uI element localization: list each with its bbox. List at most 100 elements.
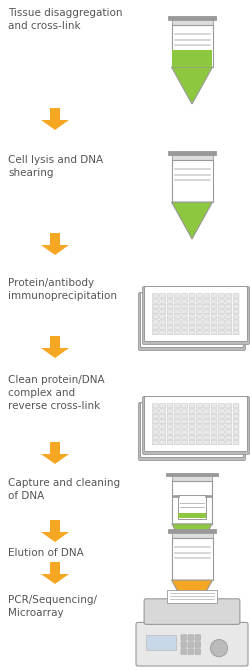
FancyBboxPatch shape bbox=[167, 330, 173, 335]
FancyBboxPatch shape bbox=[233, 419, 239, 424]
FancyBboxPatch shape bbox=[214, 305, 220, 310]
FancyBboxPatch shape bbox=[222, 310, 228, 314]
FancyBboxPatch shape bbox=[172, 20, 212, 25]
FancyBboxPatch shape bbox=[189, 293, 195, 298]
FancyBboxPatch shape bbox=[211, 315, 217, 319]
FancyBboxPatch shape bbox=[211, 304, 217, 308]
FancyBboxPatch shape bbox=[160, 425, 166, 429]
FancyBboxPatch shape bbox=[172, 25, 212, 67]
FancyBboxPatch shape bbox=[163, 331, 169, 336]
FancyBboxPatch shape bbox=[152, 440, 158, 445]
FancyBboxPatch shape bbox=[152, 304, 158, 308]
FancyBboxPatch shape bbox=[163, 305, 169, 310]
FancyBboxPatch shape bbox=[160, 409, 166, 413]
FancyBboxPatch shape bbox=[178, 513, 206, 518]
FancyBboxPatch shape bbox=[160, 414, 166, 419]
FancyBboxPatch shape bbox=[156, 441, 162, 446]
FancyBboxPatch shape bbox=[200, 431, 206, 435]
FancyBboxPatch shape bbox=[229, 321, 235, 325]
FancyBboxPatch shape bbox=[144, 397, 248, 452]
FancyBboxPatch shape bbox=[50, 336, 60, 348]
FancyBboxPatch shape bbox=[229, 336, 235, 341]
FancyBboxPatch shape bbox=[211, 325, 217, 330]
Polygon shape bbox=[41, 120, 69, 130]
FancyBboxPatch shape bbox=[196, 325, 202, 330]
FancyBboxPatch shape bbox=[200, 326, 206, 330]
FancyBboxPatch shape bbox=[181, 642, 186, 647]
FancyBboxPatch shape bbox=[167, 320, 173, 324]
FancyBboxPatch shape bbox=[196, 425, 202, 429]
FancyBboxPatch shape bbox=[148, 446, 154, 451]
FancyBboxPatch shape bbox=[192, 321, 198, 325]
Polygon shape bbox=[41, 454, 69, 464]
FancyBboxPatch shape bbox=[148, 420, 154, 425]
FancyBboxPatch shape bbox=[163, 316, 169, 320]
FancyBboxPatch shape bbox=[189, 414, 195, 419]
FancyBboxPatch shape bbox=[50, 442, 60, 454]
FancyBboxPatch shape bbox=[170, 436, 176, 440]
FancyBboxPatch shape bbox=[226, 425, 232, 429]
Text: Protein/antibody
immunoprecipitation: Protein/antibody immunoprecipitation bbox=[8, 278, 117, 301]
FancyBboxPatch shape bbox=[160, 310, 166, 314]
FancyBboxPatch shape bbox=[182, 419, 188, 424]
FancyBboxPatch shape bbox=[211, 414, 217, 419]
FancyBboxPatch shape bbox=[207, 415, 213, 419]
FancyBboxPatch shape bbox=[50, 233, 60, 245]
FancyBboxPatch shape bbox=[160, 325, 166, 330]
FancyBboxPatch shape bbox=[233, 430, 239, 434]
FancyBboxPatch shape bbox=[189, 440, 195, 445]
FancyBboxPatch shape bbox=[174, 419, 180, 424]
FancyBboxPatch shape bbox=[170, 415, 176, 419]
FancyBboxPatch shape bbox=[148, 336, 154, 341]
FancyBboxPatch shape bbox=[222, 441, 228, 446]
FancyBboxPatch shape bbox=[200, 310, 206, 314]
FancyBboxPatch shape bbox=[189, 330, 195, 335]
FancyBboxPatch shape bbox=[233, 304, 239, 308]
FancyBboxPatch shape bbox=[152, 293, 158, 298]
FancyBboxPatch shape bbox=[192, 425, 198, 429]
FancyBboxPatch shape bbox=[156, 321, 162, 325]
FancyBboxPatch shape bbox=[192, 415, 198, 419]
FancyBboxPatch shape bbox=[156, 415, 162, 419]
FancyBboxPatch shape bbox=[233, 325, 239, 330]
FancyBboxPatch shape bbox=[200, 316, 206, 320]
FancyBboxPatch shape bbox=[185, 441, 191, 446]
FancyBboxPatch shape bbox=[163, 415, 169, 419]
FancyBboxPatch shape bbox=[152, 320, 158, 324]
FancyBboxPatch shape bbox=[214, 321, 220, 325]
FancyBboxPatch shape bbox=[178, 420, 184, 425]
FancyBboxPatch shape bbox=[233, 403, 239, 408]
FancyBboxPatch shape bbox=[189, 435, 195, 440]
FancyBboxPatch shape bbox=[185, 420, 191, 425]
FancyBboxPatch shape bbox=[189, 325, 195, 330]
FancyBboxPatch shape bbox=[185, 436, 191, 440]
FancyBboxPatch shape bbox=[167, 304, 173, 308]
FancyBboxPatch shape bbox=[174, 430, 180, 434]
FancyBboxPatch shape bbox=[204, 419, 210, 424]
FancyBboxPatch shape bbox=[226, 304, 232, 308]
FancyBboxPatch shape bbox=[200, 425, 206, 429]
FancyBboxPatch shape bbox=[156, 409, 162, 414]
FancyBboxPatch shape bbox=[218, 425, 224, 429]
FancyBboxPatch shape bbox=[167, 440, 173, 445]
FancyBboxPatch shape bbox=[163, 431, 169, 435]
FancyBboxPatch shape bbox=[167, 414, 173, 419]
FancyBboxPatch shape bbox=[172, 155, 212, 160]
FancyBboxPatch shape bbox=[218, 320, 224, 324]
FancyBboxPatch shape bbox=[163, 420, 169, 425]
FancyBboxPatch shape bbox=[156, 305, 162, 310]
FancyBboxPatch shape bbox=[170, 425, 176, 429]
FancyBboxPatch shape bbox=[182, 425, 188, 429]
FancyBboxPatch shape bbox=[192, 446, 198, 451]
FancyBboxPatch shape bbox=[170, 310, 176, 314]
FancyBboxPatch shape bbox=[167, 425, 173, 429]
FancyBboxPatch shape bbox=[196, 414, 202, 419]
FancyBboxPatch shape bbox=[211, 419, 217, 424]
FancyBboxPatch shape bbox=[229, 326, 235, 330]
FancyBboxPatch shape bbox=[148, 326, 154, 330]
FancyBboxPatch shape bbox=[170, 441, 176, 446]
FancyBboxPatch shape bbox=[214, 425, 220, 429]
FancyBboxPatch shape bbox=[192, 316, 198, 320]
FancyBboxPatch shape bbox=[174, 310, 180, 314]
FancyBboxPatch shape bbox=[196, 304, 202, 308]
